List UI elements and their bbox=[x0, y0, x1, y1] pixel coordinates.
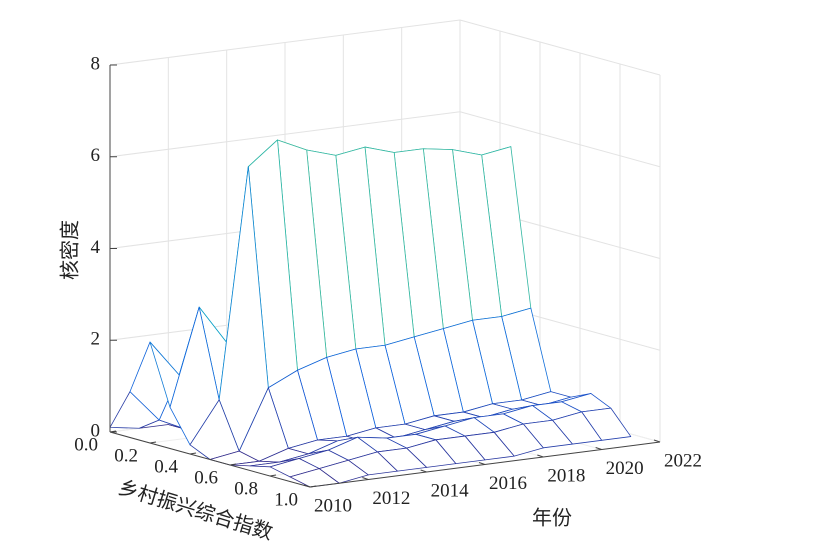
y-tick-label: 2022 bbox=[664, 450, 702, 471]
tick-mark bbox=[229, 463, 237, 466]
y-tick-label: 2016 bbox=[489, 473, 527, 494]
tick-mark bbox=[189, 452, 197, 455]
tick-mark bbox=[309, 485, 317, 488]
grid-line bbox=[459, 19, 661, 76]
tick-mark bbox=[109, 430, 117, 433]
z-tick-label: 2 bbox=[91, 329, 101, 350]
axis-line bbox=[109, 431, 311, 488]
y-tick-label: 2014 bbox=[431, 480, 470, 501]
x-tick-label: 0.2 bbox=[114, 445, 138, 466]
tick-mark bbox=[478, 462, 486, 465]
tick-mark bbox=[595, 447, 602, 450]
y-axis-label: 年份 bbox=[532, 507, 572, 530]
tick-mark bbox=[537, 454, 544, 458]
tick-mark bbox=[149, 441, 157, 444]
y-tick-label: 2012 bbox=[372, 488, 410, 509]
y-tick-label: 2020 bbox=[606, 458, 644, 479]
tick-mark bbox=[420, 469, 427, 473]
tick-mark bbox=[303, 484, 311, 488]
x-tick-label: 0.0 bbox=[74, 434, 98, 455]
z-tick-label: 8 bbox=[91, 53, 101, 74]
z-tick-label: 6 bbox=[91, 145, 101, 166]
z-axis-label: 核密度 bbox=[59, 220, 82, 280]
grid-line bbox=[459, 111, 661, 168]
x-tick-label: 0.4 bbox=[154, 456, 178, 477]
x-tick-label: 0.6 bbox=[194, 467, 218, 488]
y-tick-label: 2018 bbox=[547, 465, 585, 486]
tick-mark bbox=[653, 439, 661, 443]
z-tick-label: 0 bbox=[91, 420, 101, 441]
z-tick-label: 4 bbox=[91, 237, 101, 258]
x-tick-label: 0.8 bbox=[234, 478, 258, 499]
y-tick-label: 2010 bbox=[314, 495, 352, 516]
x-tick-label: 1.0 bbox=[274, 489, 298, 510]
tick-mark bbox=[269, 474, 277, 477]
tick-mark bbox=[362, 477, 369, 480]
